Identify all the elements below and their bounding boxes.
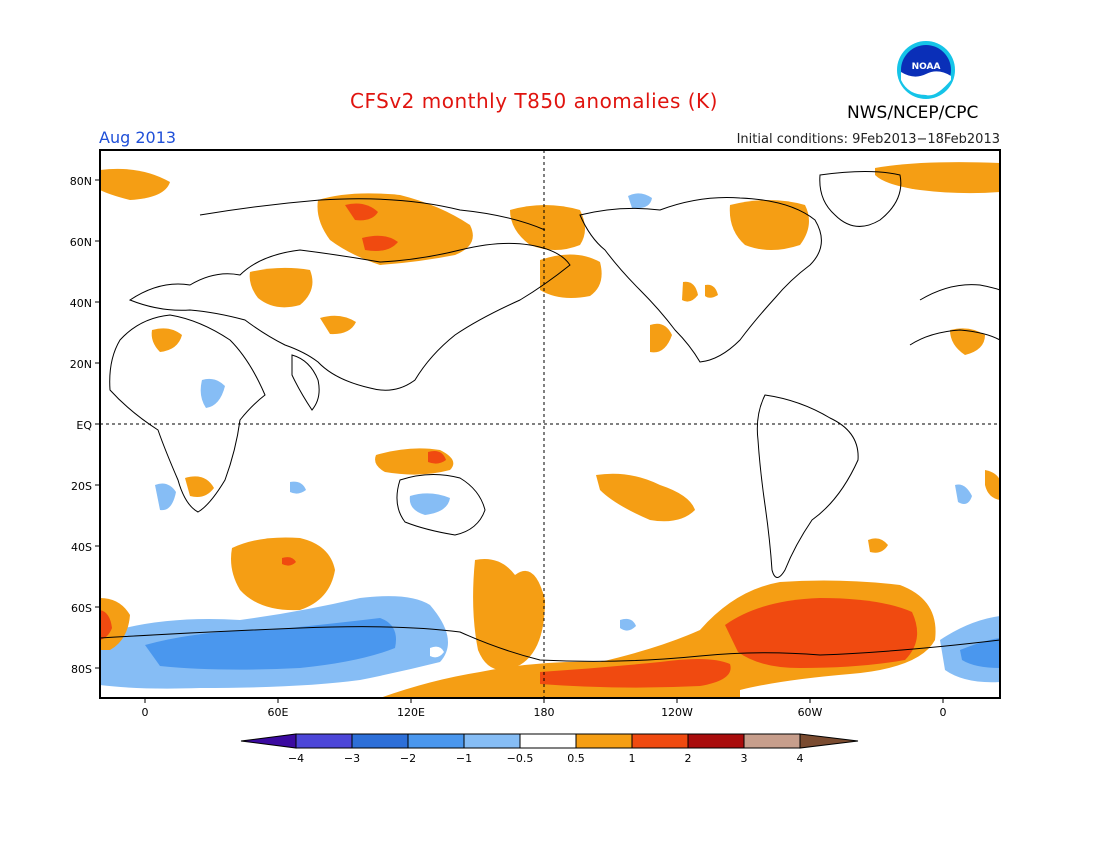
longitude-axis: 0 60E 120E 180 120W 60W 0 <box>142 706 947 719</box>
legend-swatch <box>240 733 297 749</box>
lat-label: 80S <box>71 663 92 676</box>
initial-conditions: Initial conditions: 9Feb2013−18Feb2013 <box>736 132 1000 147</box>
organization-label: NWS/NCEP/CPC <box>847 103 979 123</box>
northern-positive-anomalies <box>100 162 1000 500</box>
legend-tick-label: 2 <box>685 752 692 765</box>
southern-positive-anomalies <box>100 473 936 698</box>
legend-swatch <box>407 733 465 749</box>
noaa-logo-icon: NOAA <box>897 41 955 99</box>
legend-swatch <box>743 733 801 749</box>
legend-swatch <box>687 733 745 749</box>
lat-label: EQ <box>76 419 92 432</box>
lat-label: 60N <box>70 236 92 249</box>
legend-tick-label: 3 <box>741 752 748 765</box>
lat-label: 20N <box>70 358 92 371</box>
legend-tick-label: 0.5 <box>567 752 585 765</box>
forecast-period: Aug 2013 <box>99 128 177 147</box>
lon-label: 60W <box>798 706 823 719</box>
legend-swatch <box>463 733 521 749</box>
legend-tick-label: 4 <box>797 752 804 765</box>
lon-label: 180 <box>534 706 555 719</box>
lon-label: 0 <box>142 706 149 719</box>
legend-swatch <box>799 733 859 749</box>
latitude-axis: 80N 60N 40N 20N EQ 20S 40S 60S 80S <box>70 175 93 676</box>
legend-tick-label: −4 <box>288 752 304 765</box>
southern-ocean-negative-anomalies <box>100 596 1000 689</box>
northern-negative-anomalies <box>155 193 972 515</box>
legend-tick-label: −3 <box>344 752 360 765</box>
legend-tick-label: 1 <box>629 752 636 765</box>
lat-label: 40S <box>71 541 92 554</box>
legend-tick-label: −0.5 <box>507 752 534 765</box>
legend-swatch <box>575 733 633 749</box>
lon-label: 120E <box>397 706 425 719</box>
legend-tick-label: −2 <box>400 752 416 765</box>
map-field <box>100 150 1000 698</box>
legend-swatch <box>631 733 689 749</box>
map-title: CFSv2 monthly T850 anomalies (K) <box>350 89 718 113</box>
lon-label: 60E <box>268 706 289 719</box>
lat-label: 20S <box>71 480 92 493</box>
legend-tick-label: −1 <box>456 752 472 765</box>
lon-label: 120W <box>661 706 693 719</box>
legend-swatch <box>295 733 353 749</box>
lat-label: 80N <box>70 175 92 188</box>
coastlines <box>100 171 1000 662</box>
lat-label: 40N <box>70 297 92 310</box>
legend-swatch <box>351 733 409 749</box>
lat-label: 60S <box>71 602 92 615</box>
lon-label: 0 <box>940 706 947 719</box>
legend-swatch <box>519 733 577 749</box>
noaa-logo-text: NOAA <box>912 62 941 72</box>
